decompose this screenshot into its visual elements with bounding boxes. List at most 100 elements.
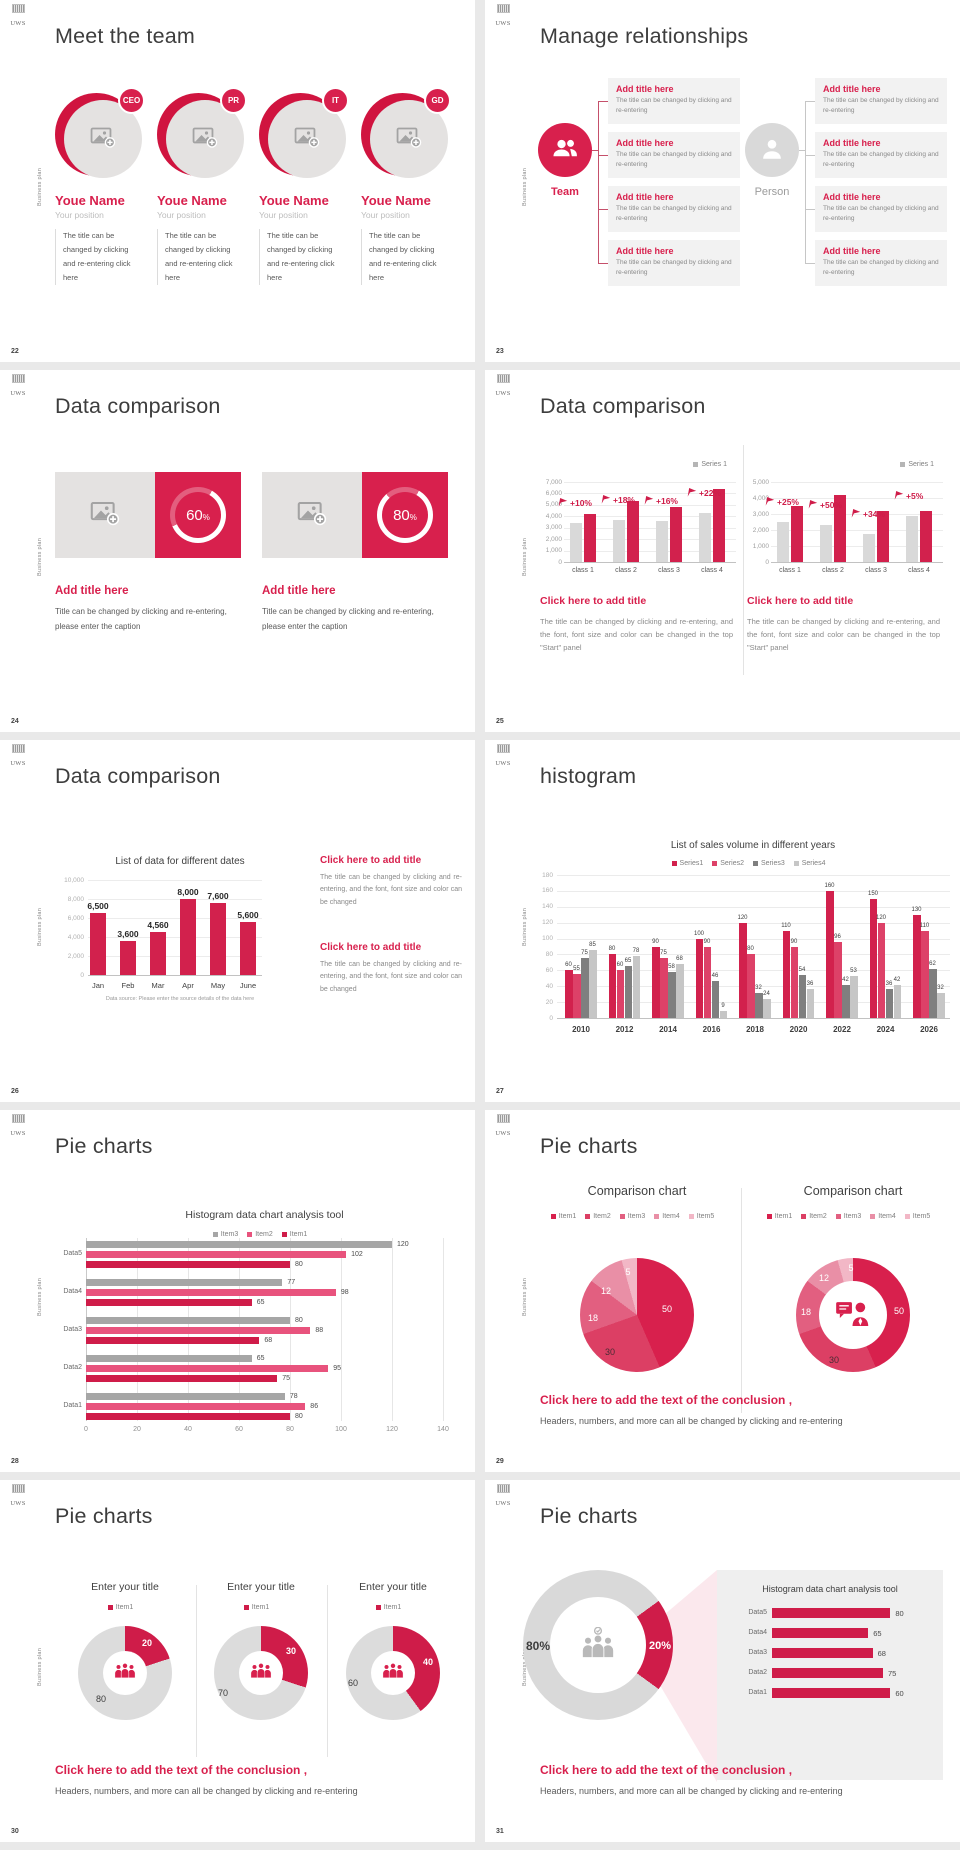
- slide-thumbnail-28[interactable]: UWS Business plan Pie charts Histogram d…: [0, 1110, 475, 1472]
- bar-value-label: 3,600: [117, 928, 139, 939]
- bar-value-label: 98: [340, 1288, 349, 1296]
- bar-value-label: 85: [589, 942, 596, 949]
- cta-title: Click here to add title: [747, 595, 854, 607]
- image-placeholder[interactable]: [262, 472, 362, 558]
- conclusion-desc: Headers, numbers, and more can all be ch…: [55, 1786, 358, 1796]
- legend-label: Item1: [251, 1604, 270, 1612]
- bar: [913, 914, 921, 1018]
- bar: [86, 1355, 252, 1362]
- legend-swatch: [766, 1214, 772, 1220]
- image-placeholder-icon: [90, 499, 120, 532]
- bar: [86, 1337, 260, 1344]
- people-group-icon: [112, 1662, 138, 1683]
- info-box[interactable]: Add title here The title can be changed …: [608, 132, 740, 178]
- bar: [86, 1289, 336, 1296]
- gridline: [88, 918, 262, 919]
- brand-logo: UWS: [8, 1114, 28, 1139]
- slide-thumbnail-30[interactable]: UWS Business plan Pie charts Enter your …: [0, 1480, 475, 1842]
- bar: [240, 921, 256, 975]
- x-tick-label: 80: [286, 1426, 294, 1433]
- bar: [772, 1648, 873, 1658]
- bar: [624, 966, 632, 1018]
- slide-thumbnail-23[interactable]: UWS Business plan Manage relationships T…: [485, 0, 960, 362]
- info-box[interactable]: Add title here The title can be changed …: [815, 132, 947, 178]
- cta-desc: The title can be changed by clicking and…: [320, 961, 462, 993]
- crest-icon: [496, 374, 510, 383]
- bar-previous: [656, 520, 668, 562]
- bar-previous: [906, 515, 918, 562]
- bar-value-label: 9: [721, 1002, 725, 1009]
- legend-label: Item3: [843, 1213, 862, 1221]
- crest-icon: [11, 1484, 25, 1493]
- info-box[interactable]: Add title here The title can be changed …: [608, 78, 740, 124]
- bar-value-label: 42: [842, 976, 849, 983]
- role-badge: IT: [322, 87, 349, 114]
- connector-line: [805, 209, 815, 210]
- slide-thumbnail-25[interactable]: UWS Business plan Data comparison Series…: [485, 370, 960, 732]
- slide-title: Pie charts: [540, 1504, 638, 1528]
- bar: [772, 1668, 883, 1678]
- slide-thumbnail-31[interactable]: UWS Business plan Pie charts Histogram d…: [485, 1480, 960, 1842]
- x-tick-label: 0: [84, 1426, 88, 1433]
- legend-swatch: [693, 462, 699, 468]
- panel-divider: [327, 1585, 328, 1757]
- brand-logo: UWS: [493, 744, 513, 769]
- legend-swatch: [712, 861, 718, 867]
- bar-value-label: 4,560: [147, 919, 169, 930]
- slice-label: 70: [217, 1688, 228, 1698]
- slice-label: 5: [848, 1263, 854, 1273]
- bar-value-label: 90: [790, 938, 798, 945]
- gridline: [557, 922, 950, 924]
- legend-swatch: [212, 1232, 218, 1238]
- info-box[interactable]: Add title here The title can be changed …: [815, 78, 947, 124]
- avatar: GD: [361, 87, 451, 180]
- info-box[interactable]: Add title here The title can be changed …: [608, 240, 740, 286]
- crest-icon: [11, 1114, 25, 1123]
- legend-swatch: [671, 861, 677, 867]
- slide-title: Data comparison: [55, 394, 221, 418]
- chart-title: Comparison chart: [803, 1184, 903, 1198]
- bar-previous: [777, 522, 789, 562]
- info-box[interactable]: Add title here The title can be changed …: [815, 186, 947, 232]
- growth-flag-icon: [644, 495, 654, 507]
- relationship-boxes: Add title here The title can be changed …: [608, 78, 740, 294]
- x-tick-label: Feb: [121, 981, 135, 990]
- legend-label: Series 1: [701, 461, 727, 469]
- role-badge: GD: [424, 87, 451, 114]
- bar-value-label: 75: [888, 1669, 897, 1678]
- gridline: [341, 1238, 342, 1421]
- bar-value-label: 7,600: [207, 890, 229, 901]
- bar-value-label: 62: [929, 960, 936, 967]
- info-box[interactable]: Add title here The title can be changed …: [608, 186, 740, 232]
- legend-label: Item3: [220, 1231, 239, 1239]
- gridline: [564, 562, 736, 563]
- chart-title: List of sales volume in different years: [670, 840, 836, 851]
- chart-legend: Series1 Series2 Series3 Series4: [553, 855, 953, 873]
- info-box[interactable]: Add title here The title can be changed …: [815, 240, 947, 286]
- connector-line: [799, 150, 805, 151]
- brand-text: UWS: [10, 20, 26, 27]
- chart-legend: Item1: [63, 1599, 187, 1617]
- gridline: [557, 890, 950, 892]
- slide-thumbnail-29[interactable]: UWS Business plan Pie charts Comparison …: [485, 1110, 960, 1472]
- chart-title: Histogram data chart analysis tool: [185, 1209, 344, 1221]
- bar-value-label: 65: [256, 1354, 265, 1362]
- progress-value: 80%: [393, 506, 417, 524]
- bar-previous: [699, 512, 711, 562]
- slide-thumbnail-26[interactable]: UWS Business plan Data comparison List o…: [0, 740, 475, 1102]
- bar-value-label: 90: [652, 938, 659, 945]
- slide-thumbnail-24[interactable]: UWS Business plan Data comparison 60% Ad…: [0, 370, 475, 732]
- bar-previous: [820, 525, 832, 562]
- growth-flag-icon: [808, 499, 818, 511]
- slide-thumbnail-22[interactable]: UWS Business plan Meet the team CEO Youe…: [0, 0, 475, 362]
- image-placeholder[interactable]: [55, 472, 155, 558]
- bar-value-label: 88: [315, 1326, 324, 1334]
- gridline: [88, 937, 262, 938]
- info-box-desc: The title can be changed by clicking and…: [616, 259, 732, 277]
- bar: [790, 946, 798, 1018]
- connector-line: [805, 101, 815, 102]
- pie-chart: [580, 1258, 694, 1372]
- slide-title: Pie charts: [55, 1134, 153, 1158]
- slide-content: CEO Youe Name Your position The title ca…: [0, 0, 475, 362]
- slide-thumbnail-27[interactable]: UWS Business plan histogram List of sale…: [485, 740, 960, 1102]
